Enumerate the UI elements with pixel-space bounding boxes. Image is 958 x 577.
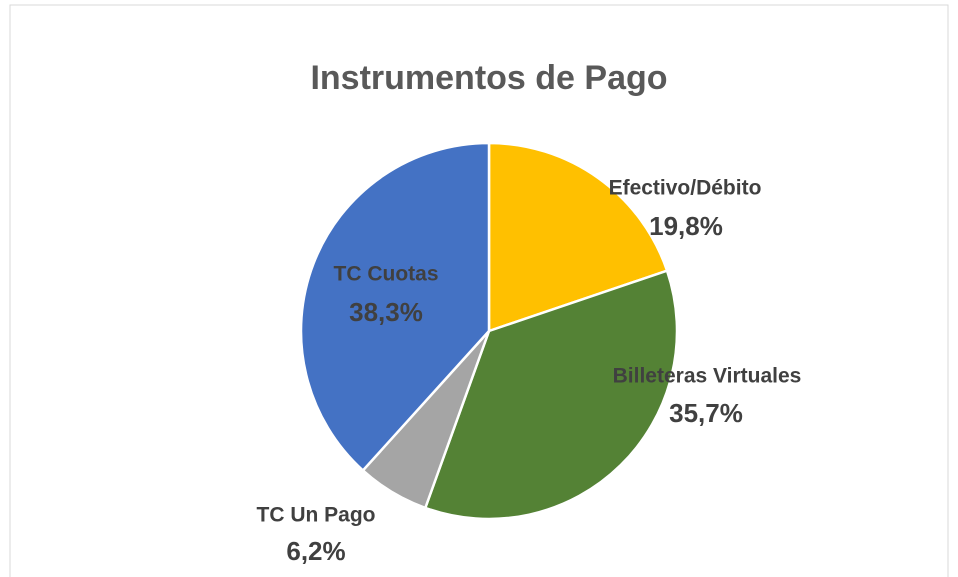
pie-slice — [487, 141, 669, 333]
chart-title: Instrumentos de Pago — [310, 59, 667, 97]
slice-label: TC Cuotas — [334, 263, 439, 286]
slice-label: TC Un Pago — [257, 504, 376, 527]
slice-value: 35,7% — [669, 398, 743, 428]
slice-label: Efectivo/Débito — [609, 177, 762, 200]
slice-label: Billeteras Virtuales — [613, 365, 802, 388]
slice-value: 6,2% — [286, 536, 345, 566]
pie-slice — [299, 141, 491, 473]
slice-value: 19,8% — [649, 211, 723, 241]
slice-value: 38,3% — [349, 297, 423, 327]
pie-slice — [423, 269, 679, 521]
